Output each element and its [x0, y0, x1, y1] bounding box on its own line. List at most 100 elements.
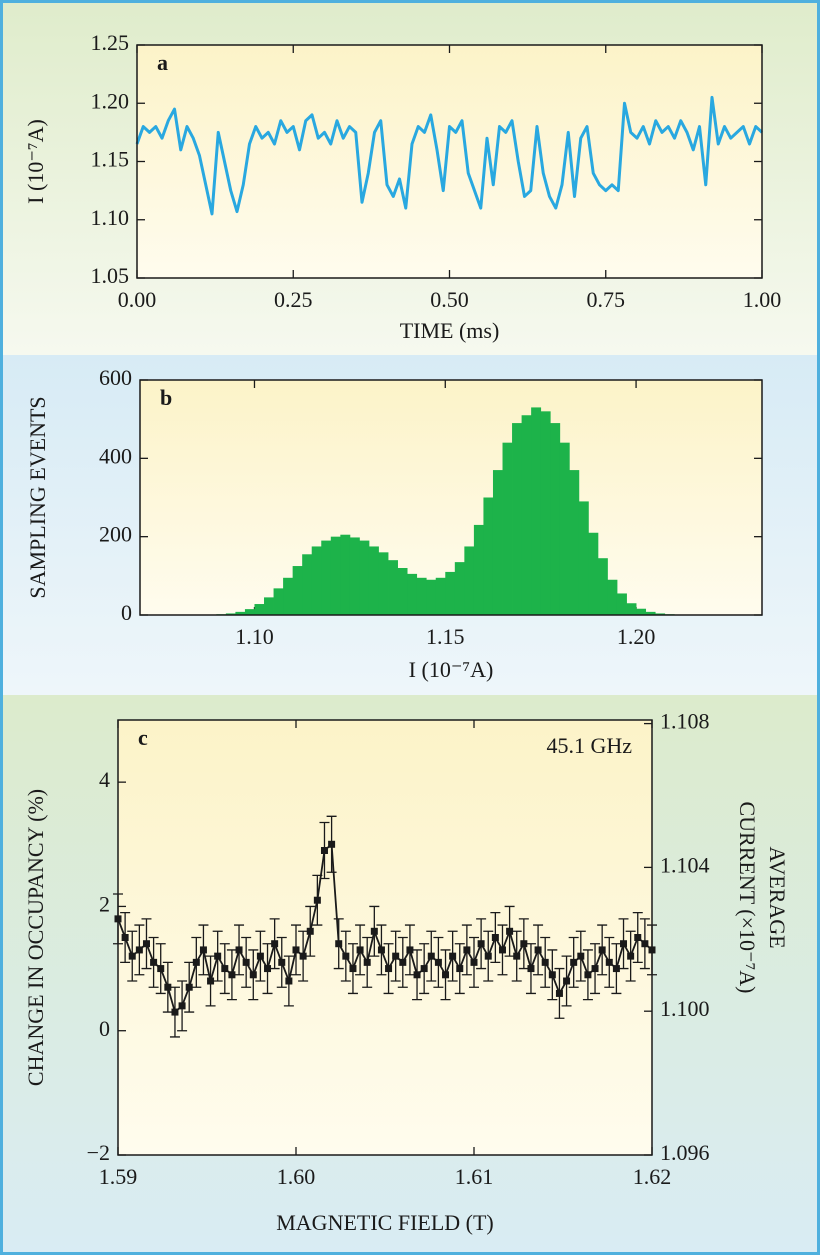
data-point [313, 896, 321, 904]
y-axis-label: CHANGE IN OCCUPANCY (%) [23, 789, 48, 1086]
plot-frame [117, 719, 653, 1156]
data-point [534, 946, 542, 954]
data-point [463, 946, 471, 954]
x-tick-label: 0.75 [587, 287, 626, 312]
histogram-bar [416, 577, 427, 615]
data-point [128, 952, 136, 960]
y-tick-label: 200 [99, 522, 132, 547]
data-point [399, 958, 407, 966]
y2-tick-label: 1.096 [660, 1140, 710, 1165]
data-point [356, 946, 364, 954]
histogram-bar [235, 611, 246, 615]
data-point [577, 952, 585, 960]
data-point [207, 977, 215, 985]
y2-axis-label: AVERAGE [765, 846, 790, 948]
data-point [249, 971, 257, 979]
histogram-bar [407, 573, 418, 615]
data-point [135, 946, 143, 954]
data-point [413, 971, 421, 979]
data-line [117, 842, 653, 1014]
data-point [620, 940, 628, 948]
y-tick-label: 1.20 [91, 88, 130, 113]
histogram-bar [550, 423, 561, 615]
histogram-bar [359, 540, 370, 615]
histogram-bar [483, 497, 494, 615]
x-tick-label: 0.50 [430, 287, 469, 312]
data-point [363, 958, 371, 966]
histogram-bar [540, 411, 551, 615]
histogram-bar [512, 423, 522, 615]
histogram-bar [264, 597, 274, 615]
data-point [392, 952, 400, 960]
data-point [242, 958, 250, 966]
data-point [299, 952, 307, 960]
histogram-bar [340, 534, 351, 615]
data-point [292, 946, 300, 954]
panel-label: b [160, 385, 172, 410]
data-point [271, 940, 279, 948]
data-point [506, 927, 514, 935]
histogram-bar [597, 558, 608, 615]
data-point [157, 965, 165, 973]
histogram-bar [244, 609, 255, 615]
data-point [342, 952, 350, 960]
histogram-bar [636, 608, 647, 615]
data-point [406, 946, 414, 954]
histogram-bar [454, 562, 465, 615]
data-point [434, 958, 442, 966]
histogram-bar [225, 613, 236, 615]
data-point [555, 989, 563, 997]
histogram-bar [616, 593, 627, 615]
plot-frame [136, 44, 763, 279]
histogram-bar [464, 546, 475, 615]
histogram-bar [559, 442, 570, 615]
histogram-bar [473, 524, 484, 615]
data-point [641, 940, 649, 948]
histogram-bar [254, 604, 265, 615]
data-point [228, 971, 236, 979]
y2-tick-label: 1.100 [660, 996, 710, 1021]
data-point [221, 965, 229, 973]
panel-label: c [138, 725, 148, 750]
y-tick-label: 4 [99, 767, 110, 792]
data-point [377, 946, 385, 954]
data-point [285, 977, 293, 985]
data-point [264, 965, 272, 973]
histogram-bar [397, 568, 408, 615]
x-axis-label: TIME (ms) [400, 318, 500, 343]
histogram-bar [435, 577, 446, 615]
data-point [150, 958, 158, 966]
x-tick-label: 0.00 [118, 287, 157, 312]
data-point [541, 958, 549, 966]
histogram-bar [368, 546, 379, 615]
data-point [306, 927, 314, 935]
data-point [142, 940, 150, 948]
data-point [563, 977, 571, 985]
data-point [171, 1008, 179, 1016]
histogram-bar [283, 577, 294, 615]
histogram-bar [569, 470, 580, 615]
histogram-bar [626, 603, 637, 615]
x-tick-label: 1.61 [455, 1164, 494, 1189]
histogram-bar [521, 415, 532, 615]
data-point [349, 965, 357, 973]
data-point [627, 952, 635, 960]
data-point [491, 934, 499, 941]
annotation: 45.1 GHz [546, 733, 632, 758]
histogram-bar [445, 571, 456, 615]
x-tick-label: 1.20 [617, 624, 656, 649]
data-point [235, 946, 243, 954]
histogram-bar [492, 470, 503, 615]
x-tick-label: 1.00 [743, 287, 782, 312]
data-point [278, 958, 286, 966]
data-point [178, 1002, 186, 1010]
x-tick-label: 1.59 [99, 1164, 138, 1189]
data-point [484, 952, 492, 960]
y2-axis-label: CURRENT (×10⁻⁷A) [735, 801, 760, 993]
histogram-bar [588, 532, 599, 615]
histogram-bar [330, 536, 341, 615]
histogram-bar [502, 442, 513, 615]
data-point [192, 958, 200, 966]
x-tick-label: 0.25 [274, 287, 313, 312]
